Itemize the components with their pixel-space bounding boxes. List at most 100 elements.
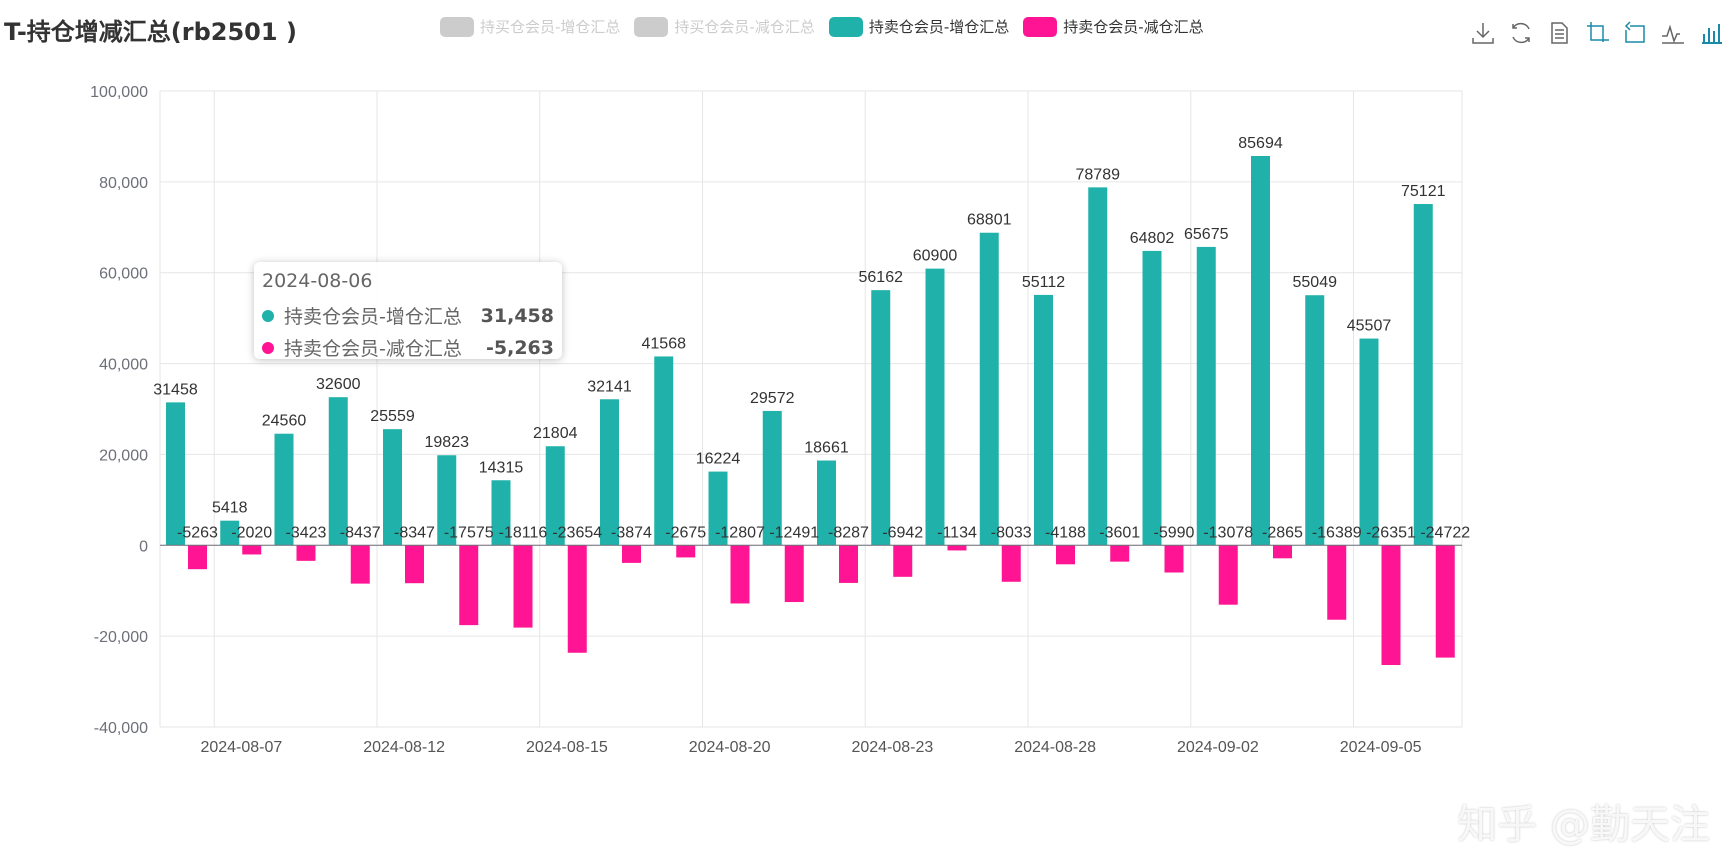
data-label: 60900	[913, 248, 958, 265]
legend-item[interactable]: 持卖仓会员-减仓汇总	[1023, 16, 1204, 37]
legend-label: 持卖仓会员-增仓汇总	[868, 18, 1010, 36]
tooltip-date: 2024-08-06	[262, 270, 373, 292]
x-tick-label: 2024-08-07	[200, 739, 282, 756]
bar	[513, 545, 533, 628]
data-label: 41568	[642, 335, 687, 352]
data-view-icon[interactable]	[1546, 20, 1572, 46]
tooltip-series-name: 持卖仓会员-增仓汇总	[284, 306, 462, 328]
data-label: -2675	[665, 524, 706, 541]
data-label: 85694	[1238, 135, 1283, 152]
data-label: 5418	[212, 500, 248, 517]
bar	[784, 545, 804, 603]
data-label: -18116	[499, 524, 548, 541]
legend-label: 持买仓会员-增仓汇总	[480, 18, 621, 36]
data-label: 21804	[533, 425, 578, 442]
zoom-icon[interactable]	[1584, 20, 1610, 46]
data-label: -6942	[882, 524, 923, 541]
bar	[1273, 545, 1292, 559]
series-dot-icon	[262, 309, 274, 322]
chart-title: T-持仓增减汇总(rb2501 )	[4, 18, 297, 46]
bar-chart-icon[interactable]	[1698, 20, 1724, 46]
y-tick-label: -20,000	[94, 629, 148, 646]
bar	[947, 545, 967, 551]
tooltip-row: 持卖仓会员-增仓汇总 31,458	[262, 302, 554, 329]
bar	[350, 545, 370, 584]
tooltip-value: -5,263	[486, 336, 554, 359]
data-label: 45507	[1347, 318, 1392, 335]
bar	[1142, 250, 1162, 546]
data-label: 31458	[153, 381, 198, 398]
bar	[567, 545, 587, 653]
data-label: 29572	[750, 390, 795, 407]
data-label: -24722	[1420, 524, 1470, 541]
tooltip-series-name: 持卖仓会员-减仓汇总	[284, 338, 462, 360]
bar	[762, 410, 782, 546]
bar	[188, 545, 207, 570]
bar	[979, 232, 999, 546]
x-tick-label: 2024-08-12	[363, 739, 445, 756]
legend: 持买仓会员-增仓汇总 持买仓会员-减仓汇总 持卖仓会员-增仓汇总 持卖仓会员-减仓汇总	[440, 16, 1204, 37]
bar	[1034, 294, 1053, 546]
bar	[893, 545, 913, 577]
bar	[1413, 204, 1433, 546]
data-label: 24560	[262, 413, 307, 430]
legend-swatch-icon	[634, 16, 669, 37]
data-label: 19823	[425, 434, 470, 451]
data-label: 68801	[967, 212, 1012, 229]
bar	[220, 520, 240, 546]
legend-item[interactable]: 持买仓会员-减仓汇总	[634, 16, 815, 37]
bar	[1381, 545, 1401, 665]
refresh-icon[interactable]	[1508, 20, 1534, 46]
bar	[622, 545, 641, 563]
data-label: -8437	[340, 524, 381, 541]
data-label: -2020	[231, 524, 272, 541]
data-label: -12491	[769, 524, 819, 541]
download-icon[interactable]	[1470, 20, 1496, 46]
series-dot-icon	[262, 341, 274, 354]
bar	[708, 471, 728, 546]
bar	[545, 446, 565, 546]
data-label: -17575	[444, 524, 494, 541]
bar	[296, 545, 316, 561]
watermark: 知乎 @勤天注	[1457, 802, 1710, 848]
bar	[925, 268, 945, 546]
legend-swatch-icon	[828, 16, 863, 37]
data-label: 32600	[316, 376, 361, 393]
bar	[491, 480, 511, 546]
data-label: 32141	[587, 378, 632, 395]
bar	[459, 545, 479, 626]
data-label: -13078	[1203, 524, 1253, 541]
data-label: 64802	[1130, 230, 1175, 247]
bar	[1088, 187, 1108, 546]
bar	[328, 397, 348, 546]
bar	[839, 545, 858, 583]
y-tick-label: 0	[139, 538, 148, 555]
data-label: -3601	[1099, 524, 1140, 541]
data-label: -16389	[1312, 524, 1362, 541]
data-label: -5263	[177, 524, 218, 541]
zoom-reset-icon[interactable]	[1622, 20, 1648, 46]
bar	[1001, 545, 1021, 582]
legend-item[interactable]: 持买仓会员-增仓汇总	[440, 16, 620, 37]
bar	[1251, 155, 1270, 546]
bar	[871, 290, 891, 546]
bar	[676, 545, 696, 558]
x-tick-label: 2024-09-02	[1177, 739, 1259, 756]
tooltip-row: 持卖仓会员-减仓汇总 -5,263	[262, 334, 554, 361]
x-tick-label: 2024-08-28	[1014, 739, 1096, 756]
legend-item[interactable]: 持卖仓会员-增仓汇总	[828, 16, 1010, 37]
data-label: -23654	[552, 524, 602, 541]
tooltip-value: 31,458	[480, 304, 554, 327]
line-chart-icon[interactable]	[1660, 20, 1686, 46]
data-label: -26351	[1366, 524, 1416, 541]
bar	[274, 433, 294, 546]
bar	[1218, 545, 1238, 605]
x-tick-label: 2024-09-05	[1340, 739, 1422, 756]
data-label: -1134	[937, 524, 977, 541]
bar	[654, 356, 674, 546]
bar	[405, 545, 424, 584]
data-label: -12807	[715, 524, 765, 541]
data-label: -8033	[991, 524, 1032, 541]
data-label: 55112	[1022, 274, 1065, 291]
data-label: -5990	[1154, 524, 1195, 541]
